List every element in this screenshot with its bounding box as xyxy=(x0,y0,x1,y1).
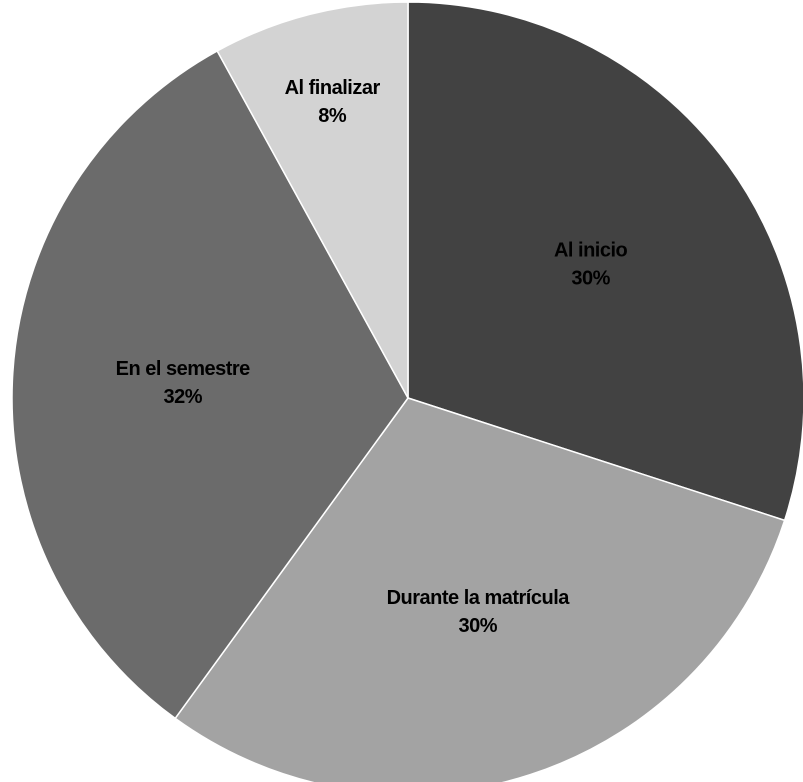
slice-label: Al finalizar xyxy=(285,77,381,99)
slice-label: En el semestre xyxy=(116,358,251,380)
pie-slice xyxy=(174,397,786,782)
slice-value: 8% xyxy=(318,105,347,127)
pie-slice xyxy=(216,1,409,399)
slice-label: Durante la matrícula xyxy=(387,587,571,609)
slice-label: Al inicio xyxy=(554,240,628,262)
pie-slice xyxy=(11,49,409,720)
slice-value: 32% xyxy=(163,386,202,408)
slice-value: 30% xyxy=(571,268,610,290)
pie-slice xyxy=(407,1,803,522)
slice-value: 30% xyxy=(458,615,497,637)
